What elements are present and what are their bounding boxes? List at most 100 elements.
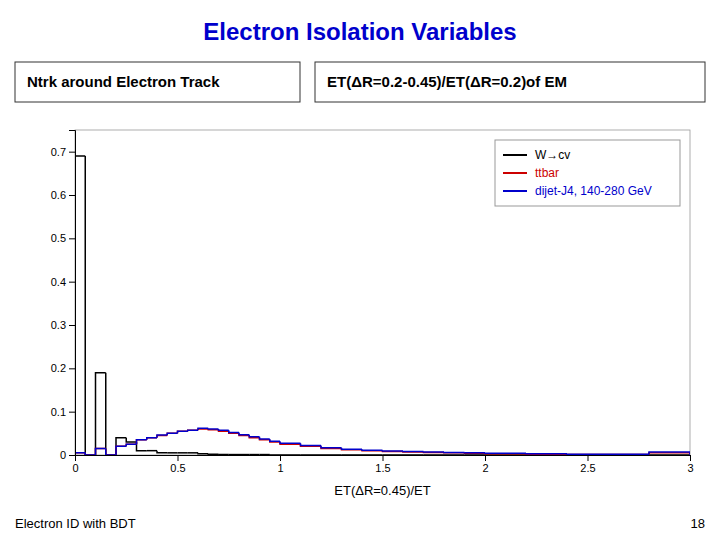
histogram-step (188, 430, 198, 432)
histogram-step (567, 453, 608, 455)
tick: 0 (72, 455, 78, 474)
histogram-step (85, 156, 95, 455)
tick-label: 2.5 (580, 462, 595, 474)
tick-label: 0.1 (51, 406, 66, 418)
histogram-step (198, 452, 208, 454)
histogram-step (342, 448, 363, 450)
x-axis-title: ET(ΔR=0.45)/ET (334, 483, 431, 498)
legend-label: W→cv (535, 148, 570, 162)
histogram-step (280, 442, 301, 444)
histogram-step (424, 454, 445, 455)
axis-line (69, 131, 76, 456)
histogram-step (485, 453, 526, 455)
histogram-step (249, 436, 259, 438)
histogram-step (362, 454, 383, 455)
legend-label: ttbar (535, 166, 559, 180)
histogram-step (198, 429, 208, 430)
histogram-step (649, 452, 690, 455)
footer: Electron ID with BDT (15, 516, 136, 531)
tick-mark (485, 455, 486, 461)
histogram-step (219, 430, 229, 431)
histogram-step (167, 452, 177, 454)
histogram-step (229, 454, 239, 455)
histogram-step (116, 438, 126, 455)
annotation-box (315, 62, 705, 102)
x-axis: 00.511.522.53 (72, 455, 693, 474)
histogram-step (75, 453, 85, 455)
histogram-step (106, 449, 116, 456)
tick: 1 (277, 455, 283, 474)
histogram-step (362, 449, 383, 451)
histogram-step (229, 431, 239, 433)
y-axis: 00.10.20.30.40.50.60.7 (51, 131, 76, 462)
annotation-box (15, 62, 300, 102)
histogram-step (301, 443, 322, 445)
histogram-step (383, 454, 404, 455)
histogram-step (342, 449, 363, 450)
tick-mark (588, 455, 589, 461)
tick: 0.6 (51, 189, 75, 201)
histogram-step (444, 452, 465, 454)
histogram-step (239, 433, 249, 435)
histogram-step (444, 451, 465, 453)
histogram-step (239, 432, 249, 434)
histogram-step (383, 450, 404, 452)
plot-frame (75, 130, 690, 455)
histogram-step (157, 436, 167, 438)
tick-mark (69, 368, 75, 369)
tick-label: 0.5 (170, 462, 185, 474)
histogram-step (342, 454, 363, 455)
title: Electron Isolation Variables (203, 18, 516, 45)
histogram-step (178, 452, 188, 454)
histogram-step (219, 453, 229, 455)
footer: 18 (691, 516, 705, 531)
tick-mark (69, 325, 75, 326)
histogram-step (608, 453, 649, 455)
histogram-step (167, 433, 177, 435)
histogram-step (321, 446, 342, 448)
tick: 0.5 (170, 455, 185, 474)
tick-mark (69, 152, 75, 153)
histogram-step (465, 454, 486, 455)
legend-swatch (503, 172, 527, 174)
histogram-step (403, 454, 424, 455)
histogram-step (362, 449, 383, 451)
histogram-step (96, 449, 106, 456)
histogram-step (280, 441, 301, 443)
histogram-step (85, 453, 95, 455)
histogram-step (137, 442, 147, 451)
histogram-step (157, 435, 167, 438)
histogram-step (270, 440, 280, 442)
histogram-step (116, 446, 126, 455)
histogram-step (137, 440, 147, 444)
tick-mark (178, 455, 179, 461)
tick-label: 0 (72, 462, 78, 474)
tick-mark (69, 455, 75, 456)
histogram-step (424, 451, 445, 453)
histogram-step (608, 454, 649, 455)
tick-label: 1.5 (375, 462, 390, 474)
tick: 0.4 (51, 276, 75, 288)
histogram-step (424, 451, 445, 453)
tick: 0.3 (51, 319, 75, 331)
tick-mark (69, 282, 75, 283)
histogram-step (116, 446, 126, 455)
series (75, 428, 690, 455)
histogram-step (208, 427, 218, 429)
legend-swatch (503, 154, 527, 156)
histogram-step (270, 454, 280, 455)
histogram-step (96, 449, 106, 456)
histogram-step (96, 373, 106, 455)
tick-label: 0.6 (51, 189, 66, 201)
tick-label: 0.2 (51, 362, 66, 374)
histogram-step (567, 454, 608, 455)
histogram-step (260, 438, 270, 440)
histogram-step (249, 454, 259, 455)
tick-label: 2 (482, 462, 488, 474)
histogram-step (526, 454, 567, 455)
histogram-step (280, 454, 301, 455)
histogram-step (188, 430, 198, 432)
histogram-step (147, 438, 157, 440)
histogram-step (126, 444, 136, 446)
legend: W→cvttbardijet-J4, 140-280 GeV (495, 140, 680, 206)
